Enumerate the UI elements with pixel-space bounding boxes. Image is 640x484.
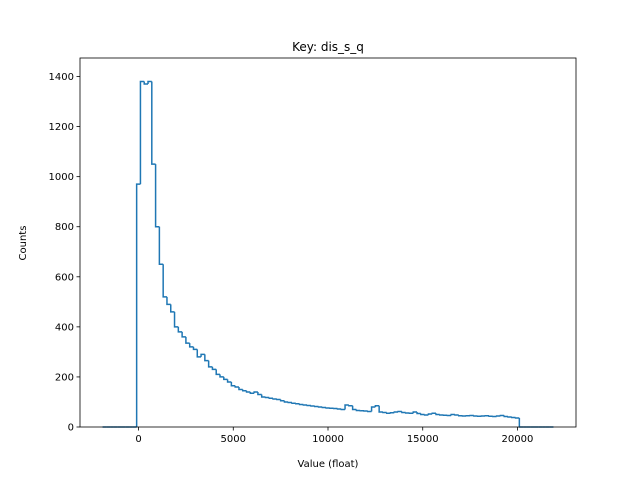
chart-title: Key: dis_s_q [292, 40, 364, 54]
histogram-step [326, 407, 330, 408]
histogram-step [296, 403, 300, 404]
histogram-step [455, 414, 459, 415]
y-tick-label: 400 [55, 322, 74, 333]
histogram-step [349, 405, 353, 406]
histogram-step [265, 397, 269, 398]
y-tick-label: 800 [55, 222, 74, 233]
y-tick-label: 200 [55, 372, 74, 383]
histogram-step [303, 404, 307, 405]
histogram-step [459, 415, 463, 416]
histogram-step [273, 398, 277, 399]
x-tick-label: 20000 [502, 434, 534, 445]
histogram-step [394, 412, 398, 413]
histogram-step [512, 417, 516, 418]
x-axis-label: Value (float) [298, 459, 359, 470]
histogram-step [406, 412, 410, 413]
y-axis-label: Counts [18, 226, 29, 261]
x-tick-label: 15000 [407, 434, 439, 445]
x-tick-label: 5000 [221, 434, 246, 445]
histogram-step [307, 405, 311, 406]
histogram-step [277, 399, 281, 400]
histogram-step [489, 416, 493, 417]
histogram-step [315, 406, 319, 407]
histogram-step [440, 414, 444, 415]
histogram-step [337, 408, 341, 409]
histogram-step [322, 407, 326, 408]
histogram-step [288, 402, 292, 403]
x-tick-label: 10000 [312, 434, 344, 445]
y-tick-label: 1400 [49, 72, 74, 83]
histogram-step [269, 397, 273, 398]
histogram-step [383, 412, 387, 413]
histogram-step [516, 417, 520, 418]
histogram-step [474, 415, 478, 416]
histogram-step [508, 416, 512, 417]
histogram-step [319, 406, 323, 407]
histogram-step [292, 402, 296, 403]
y-tick-label: 0 [68, 423, 74, 434]
y-tick-label: 1200 [49, 122, 74, 133]
histogram-step [391, 413, 395, 414]
histogram-step [497, 416, 501, 417]
y-tick-label: 600 [55, 272, 74, 283]
x-tick-label: 0 [135, 434, 141, 445]
y-tick-label: 1000 [49, 172, 74, 183]
histogram-step [311, 405, 315, 406]
histogram-step [300, 404, 304, 405]
